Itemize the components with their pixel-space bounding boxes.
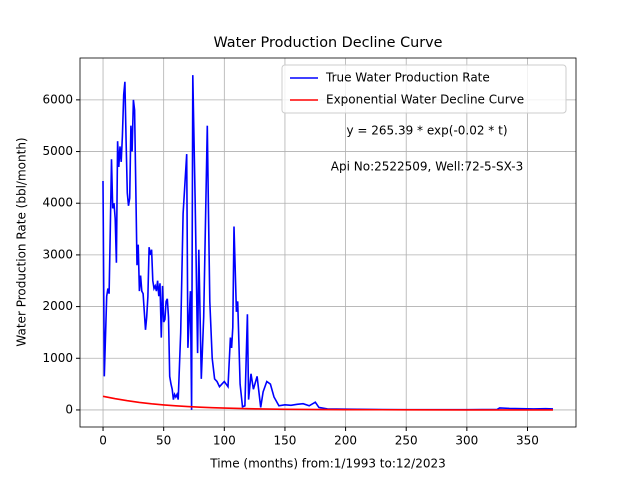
y-axis-label: Water Production Rate (bbl/month) xyxy=(15,137,29,346)
annotation: Api No:2522509, Well:72-5-SX-3 xyxy=(331,160,523,174)
annotation: y = 265.39 * exp(-0.02 * t) xyxy=(346,124,507,138)
y-tick-label: 1000 xyxy=(42,351,73,365)
axes-frame xyxy=(79,57,577,428)
x-tick-label: 200 xyxy=(334,434,357,448)
x-tick-label: 100 xyxy=(213,434,236,448)
x-tick-label: 350 xyxy=(516,434,539,448)
x-tick-label: 0 xyxy=(99,434,107,448)
y-tick-label: 6000 xyxy=(42,92,73,106)
legend-label: True Water Production Rate xyxy=(325,71,490,85)
x-tick-label: 250 xyxy=(395,434,418,448)
y-tick-label: 2000 xyxy=(42,299,73,313)
y-tick-label: 3000 xyxy=(42,247,73,261)
y-tick-label: 4000 xyxy=(42,196,73,210)
plot xyxy=(102,75,554,411)
x-axis-label: Time (months) from:1/1993 to:12/2023 xyxy=(209,457,446,471)
x-tick-label: 300 xyxy=(455,434,478,448)
data-line xyxy=(102,395,553,411)
y-tick-label: 5000 xyxy=(42,144,73,158)
data-line xyxy=(102,75,554,411)
legend-label: Exponential Water Decline Curve xyxy=(326,93,524,107)
x-tick-label: 150 xyxy=(273,434,296,448)
chart-title: Water Production Decline Curve xyxy=(213,35,442,51)
y-tick-label: 0 xyxy=(65,402,73,416)
legend-box xyxy=(281,64,567,114)
x-tick-label: 50 xyxy=(156,434,171,448)
